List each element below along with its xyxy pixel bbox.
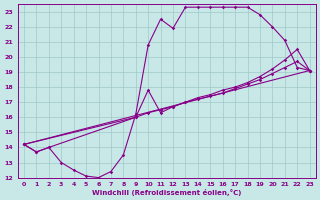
X-axis label: Windchill (Refroidissement éolien,°C): Windchill (Refroidissement éolien,°C): [92, 189, 242, 196]
